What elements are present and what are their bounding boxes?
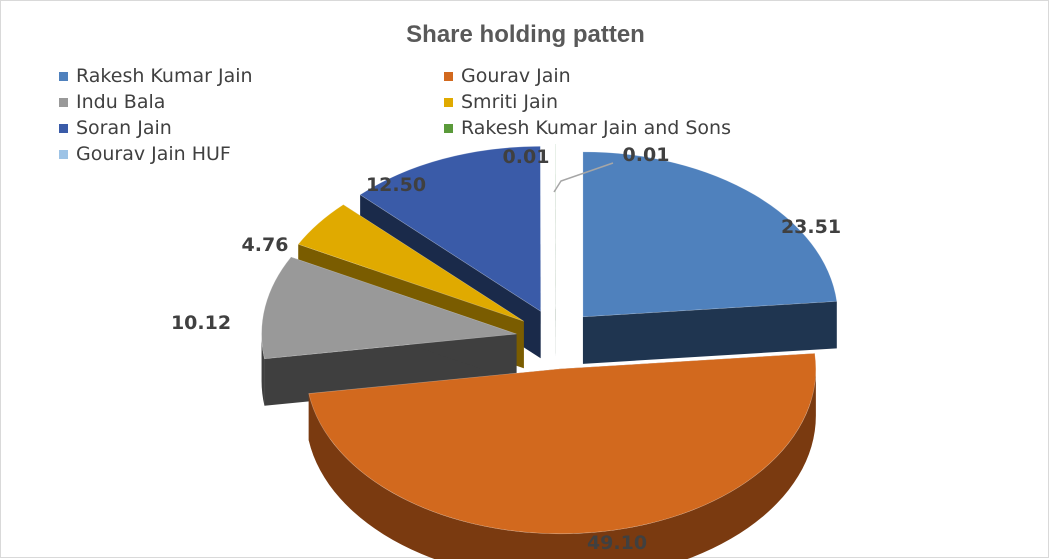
data-label: 4.76: [242, 234, 289, 256]
data-label: 0.01: [623, 144, 670, 166]
data-label: 12.50: [366, 174, 426, 196]
pie-slice-group: [583, 152, 837, 364]
data-label: 23.51: [781, 216, 841, 238]
data-label: 10.12: [171, 312, 231, 334]
data-label: 49.10: [587, 532, 647, 554]
data-label: 0.01: [503, 146, 550, 168]
